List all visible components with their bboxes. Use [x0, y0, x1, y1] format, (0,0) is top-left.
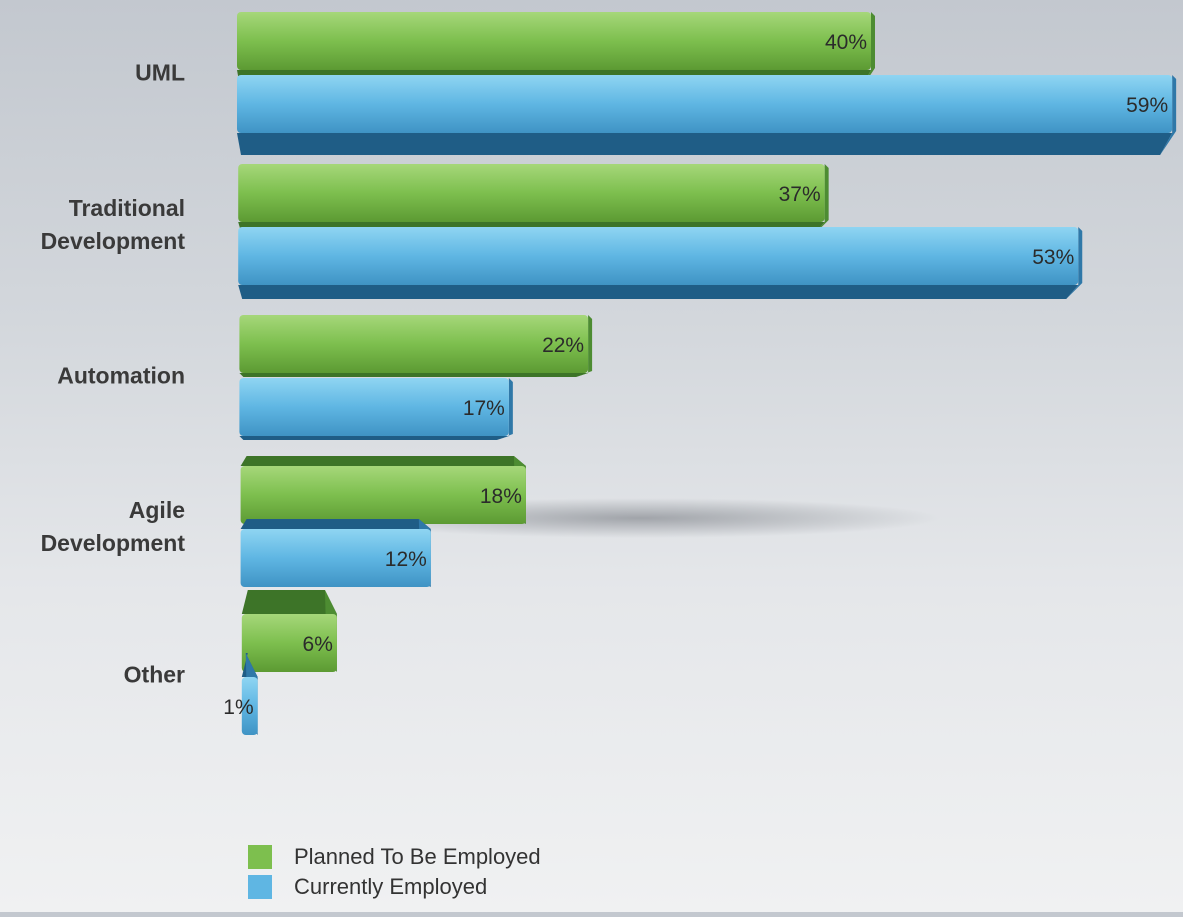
legend-swatch-planned [248, 845, 272, 869]
legend: Planned To Be Employed Currently Employe… [248, 842, 541, 902]
bar-current-other [241, 677, 258, 735]
bar-cap-current-automation [496, 378, 513, 440]
bar-depth-planned-agile-development [240, 456, 526, 466]
legend-label-current: Currently Employed [294, 874, 488, 899]
bar-planned-traditional-development [238, 164, 825, 222]
bar-depth-current-uml [237, 133, 1173, 155]
value-label-planned-automation: 22% [542, 334, 584, 357]
legend-label-planned: Planned To Be Employed [294, 844, 541, 869]
value-label-current-traditional-development: 53% [1032, 246, 1074, 269]
bar-depth-current-traditional-development [238, 285, 1079, 299]
category-label-other: Other [124, 662, 185, 688]
value-label-planned-other: 6% [303, 633, 333, 656]
bar-planned-other [241, 614, 337, 672]
bar-planned-automation [239, 315, 589, 373]
bar-current-traditional-development [238, 227, 1079, 285]
value-label-current-uml: 59% [1126, 94, 1168, 117]
value-label-planned-traditional-development: 37% [779, 183, 821, 206]
category-label-uml: UML [135, 60, 185, 86]
value-label-current-other: 1% [223, 696, 253, 719]
legend-swatch-current [248, 875, 272, 899]
legend-item-current: Currently Employed [248, 872, 541, 902]
bar-current-automation [239, 378, 509, 436]
bar-current-agile-development [240, 529, 431, 587]
bar-planned-agile-development [240, 466, 526, 524]
category-label-traditional-development: Traditional Development [41, 195, 186, 254]
category-label-agile-development: Agile Development [41, 497, 186, 556]
bar-depth-planned-other [241, 590, 337, 614]
bar-depth-planned-automation [239, 373, 589, 377]
bar-depth-current-agile-development [240, 519, 431, 529]
value-label-current-agile-development: 12% [385, 548, 427, 571]
bar-current-uml [237, 75, 1173, 133]
bar-depth-current-automation [239, 436, 509, 440]
legend-item-planned: Planned To Be Employed [248, 842, 541, 872]
value-label-planned-uml: 40% [825, 31, 867, 54]
value-label-current-automation: 17% [463, 397, 505, 420]
category-label-automation: Automation [57, 363, 185, 389]
bar-planned-uml [237, 12, 871, 70]
value-label-planned-agile-development: 18% [480, 485, 522, 508]
